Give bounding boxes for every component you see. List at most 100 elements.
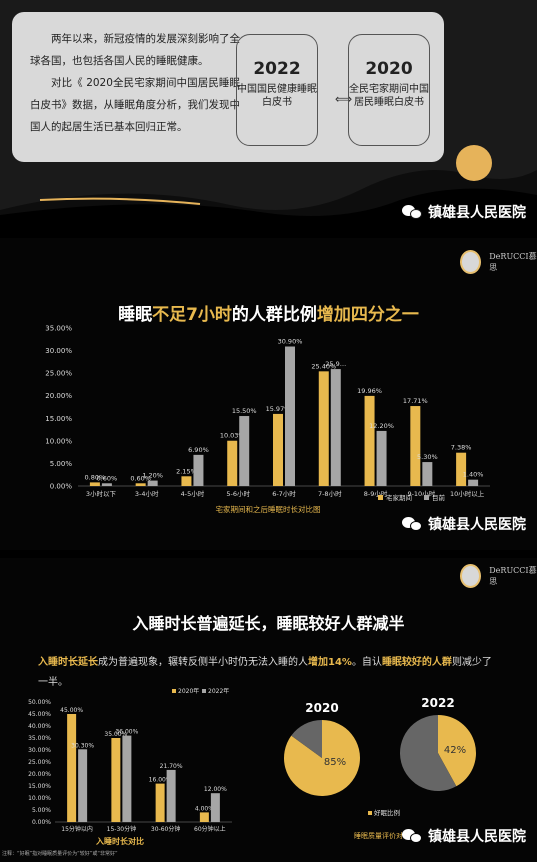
hospital-brand: 镇雄县人民医院 <box>402 826 526 846</box>
title-part: 不足7小时 <box>152 305 232 325</box>
y-tick-label: 35.00% <box>28 735 51 742</box>
bar-current <box>376 430 387 486</box>
para-highlight: 睡眠较好的人群 <box>381 657 452 668</box>
data-label: 0.60% <box>97 474 118 482</box>
y-tick-label: 0.00% <box>32 819 51 826</box>
bar-home <box>273 413 283 486</box>
sleep-duration-panel: DeRUCCI慕思 睡眠不足7小时的人群比例增加四分之一 0.00% 5.00% 1… <box>0 238 537 550</box>
data-label: 35.00% <box>104 731 127 738</box>
compare-arrow-icon: ⟺ <box>335 92 353 106</box>
data-label: 21.70% <box>160 763 183 770</box>
legend-swatch <box>172 689 176 693</box>
legend-swatch <box>424 495 429 500</box>
para-highlight: 入睡时长延长 <box>38 657 98 668</box>
pie-title: 2020 <box>305 701 338 715</box>
data-label: 30.30% <box>71 742 94 749</box>
bar-current <box>193 454 204 486</box>
x-axis-title: 睡眠质量评价对比 <box>354 831 410 840</box>
hospital-logo <box>460 564 482 588</box>
data-label: 16.00% <box>149 777 172 784</box>
x-tick-label: 3小时以下 <box>86 489 117 498</box>
title-part: 的人群比例 <box>231 305 317 325</box>
data-label: 17.71% <box>403 397 428 405</box>
legend-label: 好眠比例 <box>374 808 400 817</box>
x-tick-label: 10小时以上 <box>450 489 485 498</box>
hospital-logo <box>460 250 482 274</box>
x-tick-label: 6-7小时 <box>272 489 296 498</box>
data-label: 15.50% <box>232 407 257 415</box>
pie-value-label: 85% <box>324 757 346 768</box>
moon-decoration <box>456 145 492 181</box>
bar-current <box>239 416 250 486</box>
pie-slice <box>438 715 476 787</box>
brand-logo-text: DeRUCCI慕思 <box>489 252 537 272</box>
intro-card: 两年以来，新冠疫情的发展深刻影响了全球各国，也包括各国人民的睡眠健康。 对比《 … <box>12 12 444 162</box>
data-label: 1.20% <box>142 472 163 480</box>
box-year: 2022 <box>253 59 301 79</box>
y-tick-label: 35.00% <box>45 325 72 333</box>
data-label: 12.00% <box>204 786 227 793</box>
data-label: 1.40% <box>463 471 484 479</box>
hospital-brand: 镇雄县人民医院 <box>402 202 526 222</box>
x-tick-label: 15-30分钟 <box>107 825 136 833</box>
legend-label: 宅家期间 <box>386 493 412 502</box>
x-tick-label: 15分钟以内 <box>61 825 93 833</box>
intro-panel: 两年以来，新冠疫情的发展深刻影响了全球各国，也包括各国人民的睡眠健康。 对比《 … <box>0 0 537 230</box>
bar-current <box>285 346 295 486</box>
hospital-name: 镇雄县人民医院 <box>428 829 526 845</box>
brand-logo-text: DeRUCCI慕思 <box>489 566 537 586</box>
bar-current <box>422 462 433 486</box>
y-tick-label: 25.00% <box>45 370 72 378</box>
bar-current <box>468 479 479 486</box>
data-label: 5.30% <box>417 453 438 461</box>
para-text: 成为普遍现象，辗转反侧半小时仍无法入睡的人 <box>98 657 308 668</box>
mountain-silhouette <box>0 170 537 230</box>
data-label: 6.90% <box>188 446 209 454</box>
bar-home <box>364 395 375 486</box>
box-desc: 全民宅家期间中国居民睡眠白皮书 <box>349 84 429 108</box>
y-tick-label: 15.00% <box>28 783 51 790</box>
legend-label: 2020年 <box>178 688 199 695</box>
bar-2020 <box>67 714 77 822</box>
x-tick-label: 3-4小时 <box>135 489 159 498</box>
pie-slice <box>291 720 322 758</box>
bar-2022 <box>166 769 176 822</box>
data-label: 45.00% <box>60 707 83 714</box>
para-highlight: 增加14% <box>308 657 352 668</box>
y-tick-label: 30.00% <box>28 747 51 754</box>
x-tick-label: 7-8小时 <box>318 489 342 498</box>
bar-2022 <box>78 749 88 822</box>
title-part: 睡眠 <box>118 305 153 325</box>
bar-home <box>227 440 238 486</box>
data-label: 19.96% <box>357 387 382 395</box>
x-tick-label: 9-10小时 <box>407 489 435 498</box>
y-tick-label: 20.00% <box>45 392 72 400</box>
bar-home <box>456 452 467 486</box>
y-tick-label: 45.00% <box>28 711 51 718</box>
logo-group: DeRUCCI慕思 <box>460 564 537 588</box>
hospital-brand: 镇雄县人民医院 <box>402 514 526 534</box>
whitepaper-2022-box: 2022 中国国民健康睡眠白皮书 <box>236 34 318 146</box>
x-axis-title: 宅家期间和之后睡眠时长对比图 <box>216 504 321 513</box>
bar-home <box>318 371 329 486</box>
data-label: 25.9… <box>325 360 346 368</box>
y-tick-label: 10.00% <box>28 795 51 802</box>
bar-current <box>330 369 341 486</box>
x-tick-label: 30-60分钟 <box>151 825 180 833</box>
wechat-icon <box>402 828 424 844</box>
para-text: 。自认 <box>351 657 382 668</box>
y-tick-label: 10.00% <box>45 437 72 445</box>
bar-2020 <box>155 783 165 822</box>
hospital-name: 镇雄县人民医院 <box>428 205 526 221</box>
data-label: 12.20% <box>369 422 394 430</box>
x-tick-label: 8-9小时 <box>364 489 388 498</box>
data-label: 2.15% <box>176 467 197 475</box>
data-label: 0.60% <box>130 474 151 482</box>
chart-title: 睡眠不足7小时的人群比例增加四分之一 <box>0 300 537 325</box>
y-tick-label: 5.00% <box>32 807 51 814</box>
intro-paragraph-1: 两年以来，新冠疫情的发展深刻影响了全球各国，也包括各国人民的睡眠健康。 <box>30 33 240 67</box>
bar-home <box>181 476 192 486</box>
data-label: 15.97% <box>266 405 291 413</box>
bar-home <box>89 482 100 486</box>
